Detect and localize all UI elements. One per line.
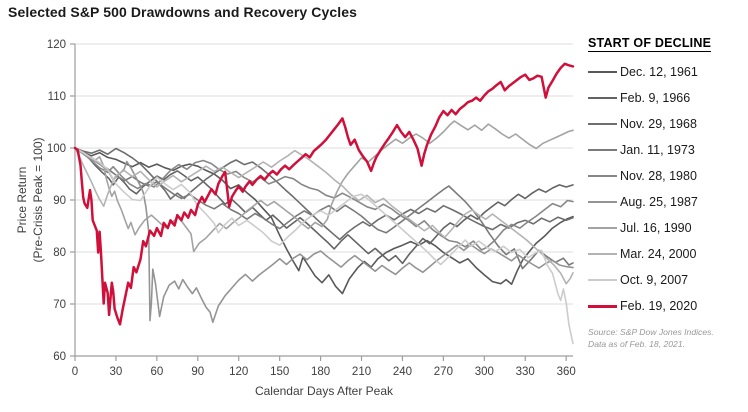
x-tick-label: 330 [516,366,535,378]
legend-item-label: Aug. 25, 1987 [620,195,698,209]
y-tick-label: 90 [53,195,66,207]
legend-item: Aug. 25, 1987 [588,189,746,215]
x-tick-label: 210 [352,366,371,378]
legend-item-label: Jul. 16, 1990 [620,221,692,235]
y-tick-label: 120 [47,39,66,51]
x-tick-label: 150 [270,366,289,378]
y-axis-title-line1: Price Return [15,167,29,234]
series-line-1 [74,147,574,265]
y-tick-label: 100 [47,143,66,155]
legend-item: Mar. 24, 2000 [588,241,746,267]
legend-item-label: Jan. 11, 1973 [620,143,695,157]
legend-swatch-icon [588,123,617,125]
legend-item: Feb. 9, 1966 [588,85,746,111]
series-line-8 [74,147,574,345]
series-line-4 [74,147,574,251]
y-tick-label: 60 [53,351,66,363]
series-line-2 [74,147,574,241]
x-tick-label: 240 [393,366,412,378]
legend-item: Dec. 12, 1961 [588,59,746,85]
legend-list: Dec. 12, 1961 Feb. 9, 1966 Nov. 29, 1968 Ja… [588,59,746,319]
x-axis-title: Calendar Days After Peak [255,384,394,398]
y-tick-label: 70 [53,299,66,311]
x-tick-label: 300 [475,366,494,378]
x-tick-label: 60 [150,366,163,378]
legend-swatch-icon [588,253,617,255]
legend-swatch-icon [588,175,617,177]
x-tick-label: 180 [311,366,330,378]
legend-swatch-icon [588,304,617,308]
legend-swatch-icon [588,149,617,151]
legend-item: Feb. 19, 2020 [588,293,746,319]
legend-item: Oct. 9, 2007 [588,267,746,293]
legend-item-label: Dec. 12, 1961 [620,65,698,79]
source-line2: Data as of Feb. 18, 2021. [588,339,685,350]
legend-item: Jan. 11, 1973 [588,137,746,163]
legend-swatch-icon [588,71,617,73]
series-line-3 [74,147,574,270]
legend-item-label: Feb. 9, 1966 [620,91,691,105]
legend-item: Jul. 16, 1990 [588,215,746,241]
legend-item-label: Mar. 24, 2000 [620,247,697,261]
legend-item: Nov. 28, 1980 [588,163,746,189]
source-note: Source: S&P Dow Jones Indices. Data as o… [588,326,746,350]
series-line-6 [74,120,574,253]
x-tick-label: 30 [110,366,123,378]
series-line-9 [73,62,575,326]
chart-title: Selected S&P 500 Drawdowns and Recovery … [8,4,358,20]
y-tick-label: 80 [53,247,66,259]
series-line-7 [74,147,574,285]
legend-swatch-icon [588,97,617,99]
legend-item-label: Feb. 19, 2020 [620,299,698,313]
x-tick-label: 90 [191,366,204,378]
legend-swatch-icon [588,227,617,229]
legend-item: Nov. 29, 1968 [588,111,746,137]
legend-swatch-icon [588,201,617,203]
legend-swatch-icon [588,279,617,281]
source-line1: Source: S&P Dow Jones Indices. [588,327,714,337]
x-tick-label: 0 [72,366,78,378]
x-tick-label: 120 [229,366,248,378]
x-tick-label: 270 [434,366,453,378]
legend-item-label: Nov. 29, 1968 [620,117,697,131]
y-axis-title-line2: (Pre-Crisis Peak = 100) [31,137,45,262]
legend-header: START OF DECLINE [588,36,712,52]
x-tick-label: 360 [557,366,576,378]
legend-item-label: Oct. 9, 2007 [620,273,689,287]
series-line-0 [74,147,574,295]
y-tick-label: 110 [48,91,66,103]
legend-item-label: Nov. 28, 1980 [620,169,697,183]
chart-legend: START OF DECLINE Dec. 12, 1961 Feb. 9, 19… [588,34,746,350]
